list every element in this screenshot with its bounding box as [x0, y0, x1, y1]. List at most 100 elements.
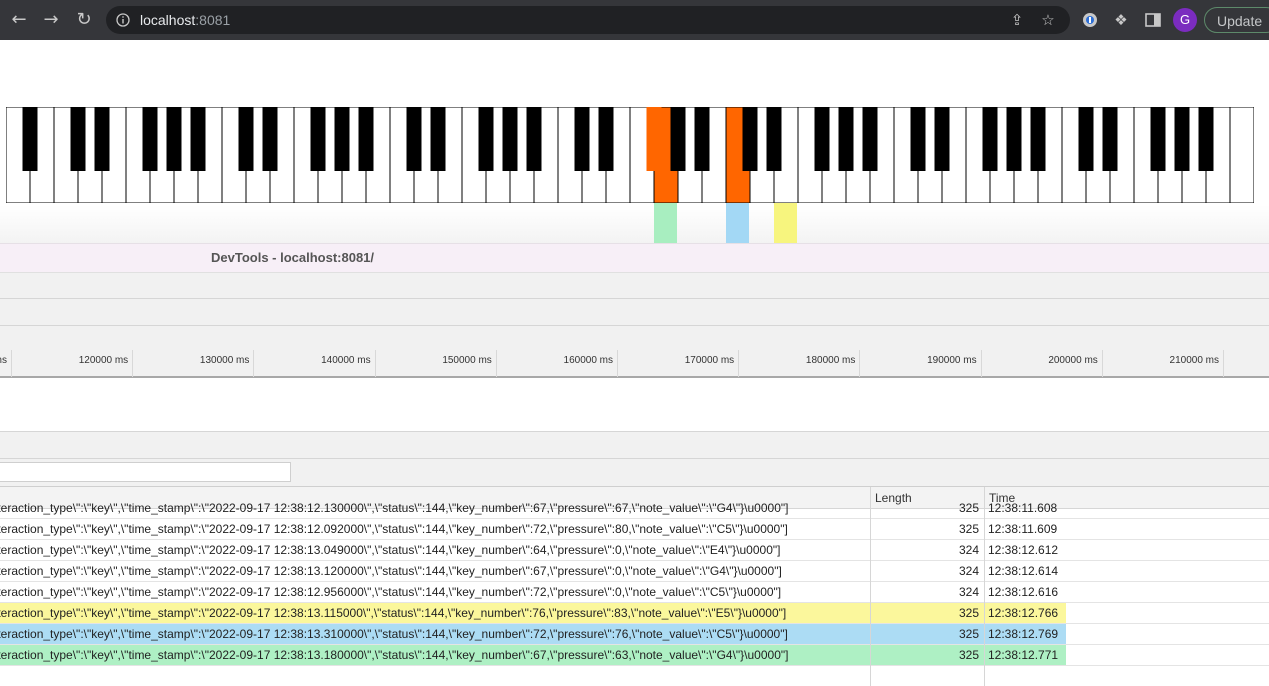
table-row[interactable]: interaction_type\":\"key\",\"time_stamp\… — [0, 582, 1269, 603]
reload-icon[interactable]: ↻ — [76, 9, 92, 30]
black-key[interactable] — [1150, 107, 1166, 171]
black-key[interactable] — [262, 107, 278, 171]
column-header-time[interactable]: Time — [989, 491, 1016, 505]
black-key[interactable] — [1174, 107, 1190, 171]
table-row[interactable]: interaction_type\":\"key\",\"time_stamp\… — [0, 645, 1269, 666]
timeline-tick-line — [495, 350, 497, 377]
black-key[interactable] — [22, 107, 38, 171]
message-time-cell: 12:38:12.616 — [988, 585, 1059, 599]
message-time-cell: 12:38:12.614 — [988, 564, 1059, 578]
black-key[interactable] — [934, 107, 950, 171]
timeline-ruler[interactable] — [0, 326, 1269, 378]
black-key[interactable] — [310, 107, 326, 171]
timeline-overview[interactable] — [0, 378, 1269, 432]
message-time-cell: 12:38:12.766 — [988, 606, 1059, 620]
column-header-length[interactable]: Length — [875, 491, 912, 505]
browser-toolbar: ← → ↻ localhost:8081 ⇪ ☆ ❖ G Update — [0, 0, 1269, 40]
site-info-icon[interactable] — [116, 13, 130, 27]
message-length-cell: 325 — [958, 627, 979, 641]
table-row[interactable]: interaction_type\":\"key\",\"time_stamp\… — [0, 624, 1269, 645]
url-host: localhost — [140, 12, 196, 28]
black-key[interactable] — [814, 107, 830, 171]
row-highlight — [0, 645, 1066, 666]
timeline-tick-label: ms — [0, 355, 7, 366]
black-key[interactable] — [766, 107, 782, 171]
messages-table: Length Time interaction_type\":\"key\",\… — [0, 486, 1269, 686]
piano-keyboard[interactable] — [6, 107, 1254, 203]
devtools-title: DevTools - localhost:8081/ — [211, 250, 375, 265]
black-key[interactable] — [862, 107, 878, 171]
messages-toolbar — [0, 432, 1269, 459]
black-key[interactable] — [646, 107, 662, 171]
black-key[interactable] — [598, 107, 614, 171]
timeline-tick-label: 180000 ms — [805, 355, 856, 366]
column-divider — [870, 487, 871, 686]
black-key[interactable] — [142, 107, 158, 171]
timeline-tick-line — [980, 350, 982, 377]
black-key[interactable] — [526, 107, 542, 171]
timeline-tick-line — [738, 350, 740, 377]
side-panel-icon[interactable] — [1143, 10, 1163, 30]
black-key[interactable] — [1006, 107, 1022, 171]
black-key[interactable] — [190, 107, 206, 171]
black-key[interactable] — [502, 107, 518, 171]
black-key[interactable] — [1102, 107, 1118, 171]
row-divider — [0, 665, 1269, 666]
message-data-cell: interaction_type\":\"key\",\"time_stamp\… — [0, 564, 782, 578]
timeline-tick-label: 130000 ms — [199, 355, 250, 366]
table-row[interactable]: interaction_type\":\"key\",\"time_stamp\… — [0, 498, 1269, 519]
black-key[interactable] — [358, 107, 374, 171]
timeline-tick-label: 210000 ms — [1169, 355, 1219, 366]
black-key[interactable] — [1030, 107, 1046, 171]
address-bar[interactable]: localhost:8081 ⇪ ☆ — [106, 6, 1070, 34]
message-data-cell: interaction_type\":\"key\",\"time_stamp\… — [0, 585, 782, 599]
black-key[interactable] — [238, 107, 254, 171]
black-key[interactable] — [406, 107, 422, 171]
black-key[interactable] — [574, 107, 590, 171]
table-row[interactable]: interaction_type\":\"key\",\"time_stamp\… — [0, 540, 1269, 561]
table-row[interactable]: interaction_type\":\"key\",\"time_stamp\… — [0, 561, 1269, 582]
table-row[interactable]: interaction_type\":\"key\",\"time_stamp\… — [0, 603, 1269, 624]
black-key[interactable] — [982, 107, 998, 171]
update-button[interactable]: Update — [1204, 7, 1269, 33]
row-divider — [0, 560, 1269, 561]
timeline-tick-line — [132, 350, 134, 377]
black-key[interactable] — [670, 107, 686, 171]
timeline-tick-line — [1101, 350, 1103, 377]
bookmark-star-icon[interactable]: ☆ — [1041, 11, 1055, 29]
black-key[interactable] — [430, 107, 446, 171]
table-row[interactable]: interaction_type\":\"key\",\"time_stamp\… — [0, 519, 1269, 540]
password-manager-icon[interactable] — [1080, 10, 1100, 30]
timeline-tick-line — [253, 350, 255, 377]
message-length-cell: 325 — [958, 522, 979, 536]
black-key[interactable] — [1078, 107, 1094, 171]
black-key[interactable] — [838, 107, 854, 171]
profile-avatar[interactable]: G — [1173, 8, 1197, 32]
row-divider — [0, 581, 1269, 582]
message-length-cell: 325 — [958, 648, 979, 662]
message-data-cell: interaction_type\":\"key\",\"time_stamp\… — [0, 648, 789, 662]
black-key[interactable] — [478, 107, 494, 171]
extensions-puzzle-icon[interactable]: ❖ — [1114, 11, 1128, 29]
forward-icon[interactable]: → — [43, 9, 59, 30]
black-key[interactable] — [742, 107, 758, 171]
black-key[interactable] — [1198, 107, 1214, 171]
white-key[interactable] — [1229, 107, 1254, 203]
black-key[interactable] — [94, 107, 110, 171]
timeline-tick-label: 150000 ms — [442, 355, 492, 366]
black-key[interactable] — [334, 107, 350, 171]
devtools-toolbar — [0, 273, 1269, 299]
row-divider — [0, 602, 1269, 603]
black-key[interactable] — [694, 107, 710, 171]
message-time-cell: 12:38:11.609 — [988, 522, 1058, 536]
table-header: Length Time — [0, 487, 1269, 509]
black-key[interactable] — [166, 107, 182, 171]
filter-input[interactable] — [0, 462, 291, 482]
row-divider — [0, 518, 1269, 519]
black-key[interactable] — [70, 107, 86, 171]
black-key[interactable] — [910, 107, 926, 171]
message-data-cell: interaction_type\":\"key\",\"time_stamp\… — [0, 606, 787, 620]
message-time-cell: 12:38:12.771 — [988, 648, 1059, 662]
share-icon[interactable]: ⇪ — [1010, 11, 1024, 29]
back-icon[interactable]: ← — [11, 9, 27, 30]
